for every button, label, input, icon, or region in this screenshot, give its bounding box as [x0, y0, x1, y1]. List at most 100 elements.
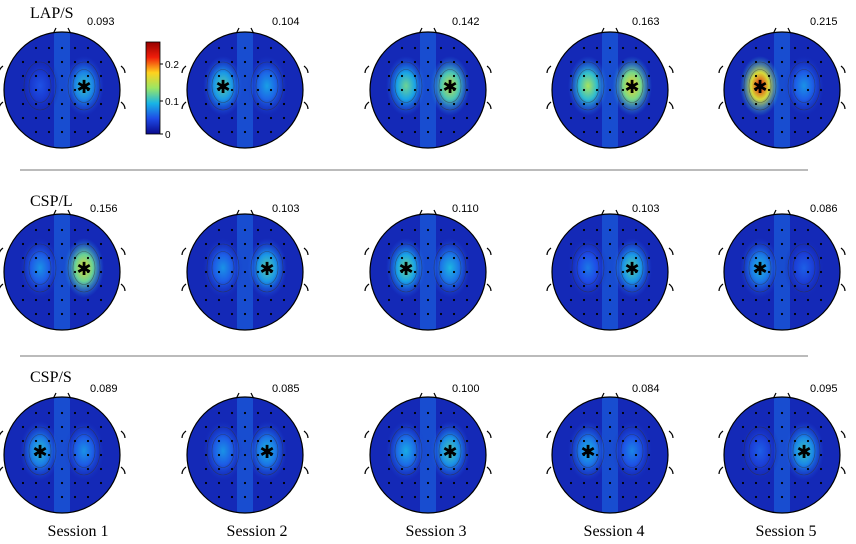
electrode	[793, 467, 797, 471]
electrode	[569, 298, 573, 302]
electrode	[73, 242, 77, 246]
ear-marker	[364, 283, 370, 292]
ear-marker	[546, 101, 552, 110]
electrode	[767, 74, 771, 78]
electrode	[21, 453, 25, 457]
electrode	[256, 88, 260, 92]
electrode	[582, 481, 586, 485]
electrode	[793, 46, 797, 50]
electrode	[269, 74, 273, 78]
session-label: Session 2	[227, 523, 288, 540]
session-label: Session 1	[48, 523, 109, 540]
contour-line	[743, 243, 777, 293]
contour-line	[250, 426, 284, 476]
electrode	[99, 60, 103, 64]
electrode	[73, 102, 77, 106]
ear-marker	[120, 101, 126, 110]
ear-marker	[546, 430, 552, 439]
ear-marker	[668, 101, 674, 110]
electrode	[243, 298, 247, 302]
electrode	[582, 228, 586, 232]
electrode	[806, 425, 810, 429]
electrode	[595, 74, 599, 78]
electrode	[60, 228, 64, 232]
contour-line	[394, 69, 418, 103]
electrode	[608, 453, 612, 457]
electrode	[387, 284, 391, 288]
electrode	[806, 228, 810, 232]
electrode	[73, 270, 77, 274]
electrode	[767, 495, 771, 499]
ear-marker	[718, 247, 724, 256]
electrode	[86, 46, 90, 50]
head-outline	[551, 31, 669, 149]
electrode	[47, 284, 51, 288]
electrode	[217, 74, 221, 78]
electrode	[741, 284, 745, 288]
electrode	[34, 228, 38, 232]
electrode	[595, 284, 599, 288]
electrode	[452, 74, 456, 78]
contour-line	[211, 251, 235, 285]
electrode	[582, 256, 586, 260]
electrode	[608, 284, 612, 288]
contour-line	[250, 243, 284, 293]
peak-marker: ✱	[215, 77, 230, 98]
electrode	[439, 88, 443, 92]
electrode	[793, 102, 797, 106]
electrode	[465, 74, 469, 78]
electrode	[439, 439, 443, 443]
peak-value: 0.104	[272, 16, 300, 28]
peak-marker: ✱	[76, 259, 91, 280]
electrode	[754, 60, 758, 64]
contour-line	[792, 251, 816, 285]
electrode	[634, 242, 638, 246]
electrode	[582, 74, 586, 78]
electrode	[217, 284, 221, 288]
electrode	[741, 102, 745, 106]
electrode	[819, 425, 823, 429]
electrode	[595, 116, 599, 120]
topo-map: ✱	[181, 209, 309, 331]
contour-line	[615, 61, 649, 111]
electrode	[754, 481, 758, 485]
electrode	[608, 411, 612, 415]
electrode	[256, 102, 260, 106]
electrode	[47, 425, 51, 429]
electrode	[634, 411, 638, 415]
electrode	[767, 116, 771, 120]
ear-marker	[120, 283, 126, 292]
electrode	[754, 298, 758, 302]
electrode	[269, 228, 273, 232]
electrode	[647, 439, 651, 443]
contour-line	[438, 434, 462, 468]
electrode	[621, 298, 625, 302]
electrode	[439, 256, 443, 260]
electrode	[634, 495, 638, 499]
electrode	[230, 88, 234, 92]
contour-line	[67, 426, 101, 476]
electrode	[634, 60, 638, 64]
electrode	[439, 270, 443, 274]
electrode	[647, 467, 651, 471]
electrode	[452, 228, 456, 232]
electrode	[465, 116, 469, 120]
electrode	[60, 60, 64, 64]
ear-marker	[668, 283, 674, 292]
electrode	[269, 425, 273, 429]
electrode	[204, 256, 208, 260]
electrode	[582, 60, 586, 64]
electrode	[465, 439, 469, 443]
electrode	[230, 495, 234, 499]
electrode	[634, 116, 638, 120]
electrode	[569, 60, 573, 64]
electrode	[780, 228, 784, 232]
electrode	[400, 74, 404, 78]
contour-line	[72, 251, 96, 285]
electrode	[47, 130, 51, 134]
electrode	[60, 270, 64, 274]
electrode	[806, 88, 810, 92]
ear-marker	[668, 247, 674, 256]
activation-spot	[203, 421, 243, 481]
electrode	[595, 270, 599, 274]
